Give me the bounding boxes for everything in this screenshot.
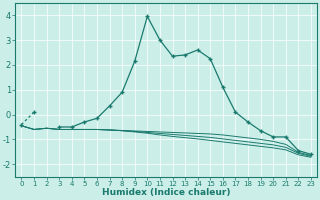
X-axis label: Humidex (Indice chaleur): Humidex (Indice chaleur) bbox=[102, 188, 230, 197]
